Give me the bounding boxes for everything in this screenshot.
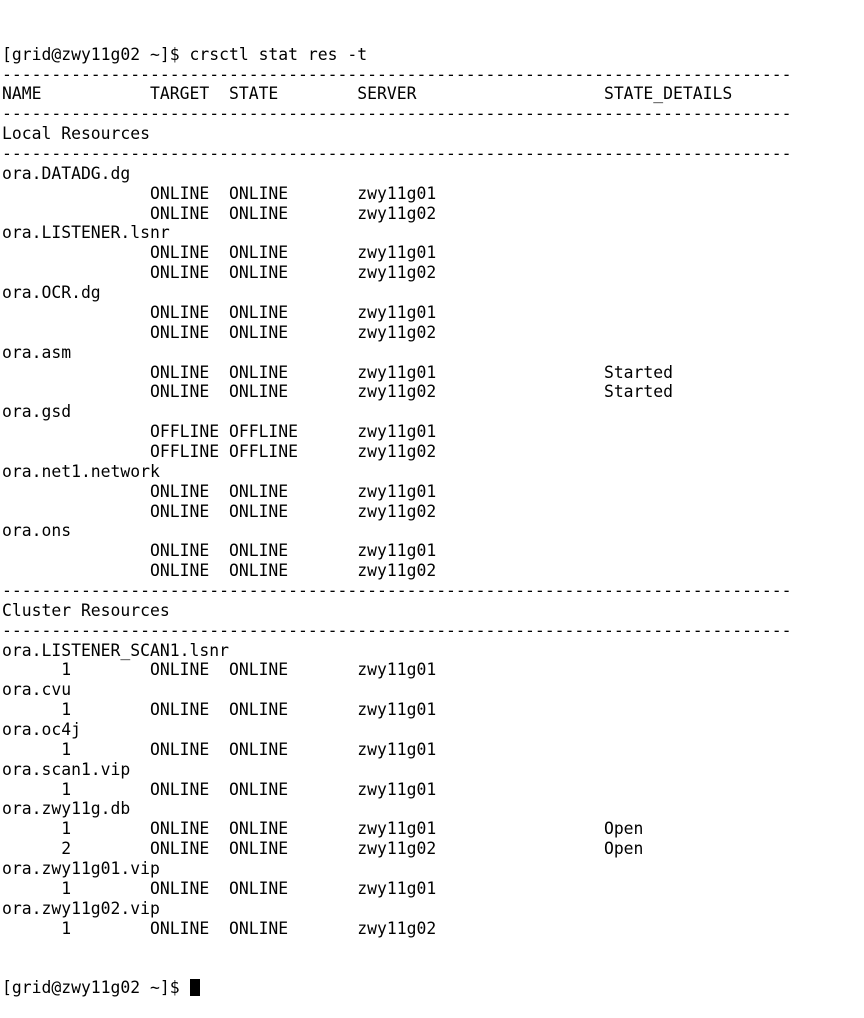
terminal-line: ONLINE ONLINE zwy11g02 [2,501,437,521]
terminal-line: ONLINE ONLINE zwy11g02 [2,322,437,342]
terminal-line: 2 ONLINE ONLINE zwy11g02 Open [2,839,644,859]
terminal-line: 1 ONLINE ONLINE zwy11g01 [2,878,437,898]
terminal-line: ONLINE ONLINE zwy11g02 [2,561,437,581]
terminal-line: ora.LISTENER_SCAN1.lsnr [2,640,229,660]
separator-line: ----------------------------------------… [2,580,792,600]
terminal-line: 1 ONLINE ONLINE zwy11g01 [2,660,437,680]
shell-prompt: [grid@zwy11g02 ~]$ [2,978,190,998]
separator-line: ----------------------------------------… [2,104,792,124]
terminal-line: ONLINE ONLINE zwy11g02 Started [2,382,674,402]
separator-line: ----------------------------------------… [2,144,792,164]
terminal-line: ONLINE ONLINE zwy11g01 [2,541,437,561]
terminal-line: OFFLINE OFFLINE zwy11g02 [2,441,437,461]
cursor-block [189,979,200,997]
terminal-line: ONLINE ONLINE zwy11g02 [2,263,437,283]
terminal-line: ora.cvu [2,680,72,700]
command-line: [grid@zwy11g02 ~]$ crsctl stat res -t [2,44,368,64]
terminal-line: ONLINE ONLINE zwy11g01 [2,481,437,501]
terminal-line: 1 ONLINE ONLINE zwy11g01 [2,700,437,720]
terminal-line: ONLINE ONLINE zwy11g01 [2,243,437,263]
terminal-line: NAME TARGET STATE SERVER STATE_DETAILS [2,84,733,104]
terminal-line: ora.net1.network [2,461,160,481]
terminal-line: ONLINE ONLINE zwy11g01 Started [2,362,674,382]
terminal-line: OFFLINE OFFLINE zwy11g01 [2,422,437,442]
terminal-lines: [grid@zwy11g02 ~]$ crsctl stat res -t ---… [2,45,791,939]
terminal-prompt-line[interactable]: [grid@zwy11g02 ~]$ [2,978,791,998]
terminal-line: 1 ONLINE ONLINE zwy11g01 [2,739,437,759]
terminal-line: ora.gsd [2,402,72,422]
terminal-line: Cluster Resources [2,600,170,620]
terminal-line: ora.asm [2,342,72,362]
terminal-line: ora.OCR.dg [2,283,101,303]
terminal-line: ora.zwy11g.db [2,799,131,819]
terminal-line: 1 ONLINE ONLINE zwy11g01 Open [2,819,644,839]
terminal-line: ONLINE ONLINE zwy11g01 [2,302,437,322]
terminal-line: ora.oc4j [2,719,81,739]
terminal-line: Local Resources [2,124,151,144]
terminal-output[interactable]: [grid@zwy11g02 ~]$ crsctl stat res -t ---… [2,5,791,1018]
separator-line: ----------------------------------------… [2,64,792,84]
terminal-line: ora.zwy11g02.vip [2,898,160,918]
terminal-line: ora.LISTENER.lsnr [2,223,170,243]
terminal-line: ONLINE ONLINE zwy11g01 [2,183,437,203]
terminal-line: ora.DATADG.dg [2,163,131,183]
separator-line: ----------------------------------------… [2,620,792,640]
terminal-line: ora.ons [2,521,72,541]
terminal-line: 1 ONLINE ONLINE zwy11g01 [2,779,437,799]
terminal-line: ora.scan1.vip [2,759,131,779]
terminal-line: ONLINE ONLINE zwy11g02 [2,203,437,223]
terminal-line: ora.zwy11g01.vip [2,858,160,878]
